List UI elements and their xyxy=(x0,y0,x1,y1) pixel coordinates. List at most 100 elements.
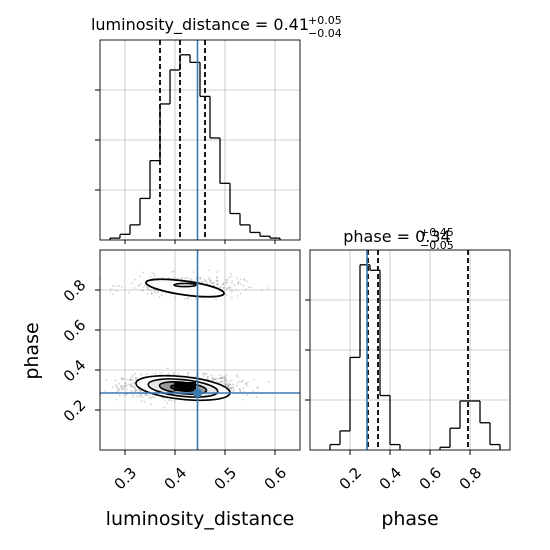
joint-point xyxy=(135,377,138,379)
joint-point xyxy=(237,283,240,285)
joint-point xyxy=(222,286,225,289)
joint-point xyxy=(126,384,128,387)
joint-point xyxy=(228,276,230,279)
histogram-panel-phase: 0.2 0.4 0.6 0.8 xyxy=(305,249,511,494)
joint-point xyxy=(239,283,242,285)
joint-point xyxy=(225,377,227,380)
joint-point xyxy=(183,298,186,300)
joint-point xyxy=(216,282,218,285)
joint-point xyxy=(199,278,202,281)
joint-point xyxy=(121,387,123,390)
joint-point xyxy=(227,385,229,388)
joint-point xyxy=(206,376,209,378)
joint-point xyxy=(208,269,211,272)
joint-point xyxy=(116,387,119,390)
joint-point xyxy=(154,290,156,293)
joint-point xyxy=(120,387,123,389)
joint-point xyxy=(219,382,222,384)
joint-point xyxy=(212,379,215,382)
joint-point xyxy=(188,371,190,374)
joint-point xyxy=(128,378,131,381)
joint-point xyxy=(125,378,128,381)
joint-point xyxy=(204,372,207,375)
joint-point xyxy=(140,282,142,285)
joint-point xyxy=(226,382,228,385)
joint-point xyxy=(149,290,152,292)
joint-point xyxy=(206,282,208,285)
joint-point xyxy=(203,278,206,281)
joint-point xyxy=(172,372,175,374)
joint-point xyxy=(213,284,215,287)
joint-point xyxy=(133,387,136,389)
joint-point xyxy=(127,291,130,294)
joint-point xyxy=(240,292,242,295)
joint-point xyxy=(123,387,125,389)
joint-point xyxy=(184,277,186,280)
joint-point xyxy=(146,292,149,295)
joint-point xyxy=(170,399,173,402)
joint-point xyxy=(226,279,229,281)
joint-point xyxy=(224,383,226,386)
joint-point xyxy=(121,378,123,381)
joint-point xyxy=(150,396,153,399)
joint-point xyxy=(231,290,233,293)
joint-point xyxy=(133,386,136,389)
joint-point xyxy=(242,284,244,287)
joint-point xyxy=(111,284,114,287)
joint-point xyxy=(130,385,133,388)
joint-point xyxy=(117,389,120,392)
joint-point xyxy=(220,286,222,289)
joint-point xyxy=(236,294,239,297)
joint-point xyxy=(215,298,218,301)
title-luminosity-distance-plus: +0.05 xyxy=(308,14,342,27)
joint-point xyxy=(228,287,231,290)
title-phase-prefix: phase = xyxy=(343,227,415,246)
joint-point xyxy=(147,288,149,291)
joint-point xyxy=(177,277,180,280)
joint-point xyxy=(206,378,208,380)
joint-point xyxy=(235,385,238,388)
joint-point xyxy=(186,374,189,377)
joint-point xyxy=(224,380,227,383)
joint-point xyxy=(131,378,134,381)
joint-point xyxy=(239,388,241,391)
joint-point xyxy=(129,379,132,382)
joint-point xyxy=(212,281,215,284)
joint-point xyxy=(225,293,228,296)
ld-hist-frame xyxy=(99,39,301,241)
joint-point xyxy=(255,395,258,398)
joint-point xyxy=(109,288,112,291)
joint-point xyxy=(138,395,141,398)
joint-point xyxy=(132,374,134,377)
joint-point xyxy=(153,275,156,277)
joint-point xyxy=(130,385,133,388)
joint-point xyxy=(205,373,208,376)
joint-point xyxy=(232,390,235,392)
joint-point xyxy=(186,297,189,299)
title-phase-value: 0.34 xyxy=(415,227,451,246)
joint-point xyxy=(114,379,117,382)
joint-point xyxy=(229,286,232,289)
joint-point xyxy=(116,390,119,393)
joint-point xyxy=(233,284,236,286)
ph-ytick-label-1: 0.4 xyxy=(60,356,90,386)
joint-point xyxy=(237,281,240,284)
joint-point xyxy=(120,286,123,288)
joint-point xyxy=(177,372,180,375)
joint-point xyxy=(146,286,149,289)
joint-point xyxy=(231,296,233,299)
joint-point xyxy=(239,278,242,281)
joint-point xyxy=(150,403,153,406)
joint-point xyxy=(207,376,210,378)
joint-point xyxy=(130,378,132,380)
joint-point xyxy=(247,286,250,288)
joint-point xyxy=(129,384,132,387)
joint-point xyxy=(134,373,137,375)
joint-point xyxy=(115,384,118,387)
joint-point xyxy=(134,389,137,392)
ph-xtick-label-0: 0.2 xyxy=(336,464,366,494)
joint-point xyxy=(174,296,177,299)
joint-point xyxy=(237,280,240,283)
joint-point xyxy=(180,278,183,280)
joint-point xyxy=(230,275,233,278)
